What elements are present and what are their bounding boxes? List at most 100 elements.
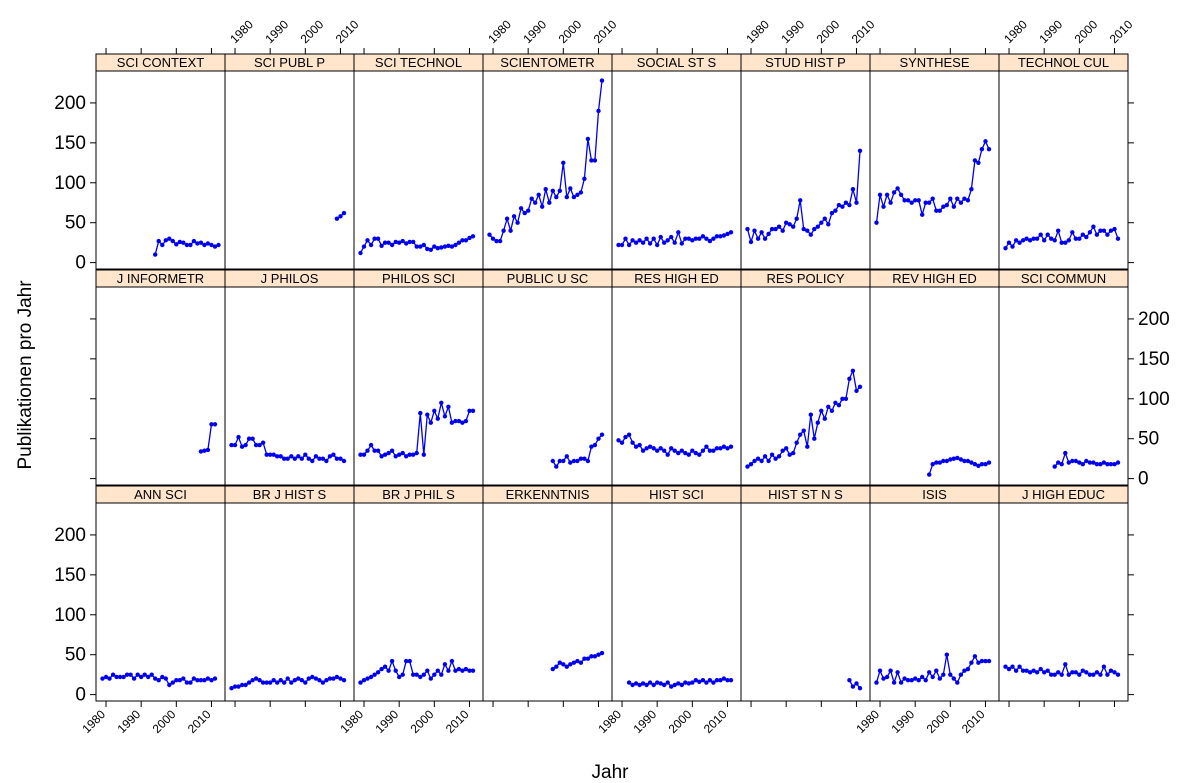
data-point [955,455,960,461]
panel-frame [95,502,226,702]
y-tick-label: 150 [1138,349,1170,370]
x-tick-label: 1990 [631,707,660,736]
data-point [762,236,768,241]
y-tick-label: 200 [1138,309,1170,330]
data-point [397,674,402,680]
data-point [177,239,182,245]
y-tick-label: 0 [75,253,86,274]
data-point [644,682,649,688]
data-point [365,238,370,243]
panel-frame [740,70,871,270]
data-point [1017,240,1022,245]
data-point [163,676,168,681]
data-point [1098,672,1103,677]
data-point [658,234,663,240]
data-point [393,454,398,459]
data-point [704,680,709,685]
panel: SOCIAL ST S [611,53,742,270]
data-point [976,660,981,665]
data-point [365,448,370,453]
data-point [801,428,806,433]
data-point [578,190,584,195]
data-point [986,460,992,465]
data-point [306,676,311,681]
data-point [557,458,562,464]
data-point [198,449,204,454]
data-point [1087,460,1093,465]
data-point [460,420,465,425]
data-point [114,674,119,680]
data-point [449,244,455,249]
panel: SCI PUBL P [224,53,355,270]
data-point [812,436,817,441]
data-point [397,240,402,245]
panel-title: BR J HIST S [253,487,327,502]
data-point [637,682,642,688]
data-point [278,454,283,459]
data-point [700,234,706,239]
panel: SCIENTOMETR [482,53,613,270]
data-point [808,412,813,417]
data-point [107,676,112,681]
data-point [934,668,939,673]
data-point [700,678,706,683]
data-point [1070,230,1075,235]
data-point [289,680,294,685]
data-point [191,238,197,244]
data-point [683,450,688,456]
data-point [881,204,886,209]
data-point [927,200,932,205]
data-point [442,414,448,419]
data-point [467,408,472,413]
data-point [432,408,437,413]
data-point [421,242,426,248]
data-point [891,680,897,685]
data-point [913,676,918,681]
data-point [487,232,492,237]
data-point [331,676,336,681]
data-point [1084,234,1089,240]
data-point [686,236,691,241]
panel-frame [740,286,871,486]
data-point [655,448,660,453]
data-point [153,252,158,257]
data-point [965,458,971,464]
data-point [460,238,465,243]
data-point [599,78,605,83]
data-point [787,222,792,227]
data-point [358,452,363,457]
data-point [690,238,695,243]
panel-title: SCI PUBL P [254,55,325,70]
y-tick-label: 0 [75,685,86,706]
x-tick-label: 1980 [337,707,366,736]
data-point [655,242,660,248]
data-point [854,681,859,686]
data-point [341,678,347,683]
data-point [239,444,245,449]
data-point [400,238,405,244]
data-point [547,200,552,205]
data-point [421,452,426,457]
data-point [232,684,238,689]
data-point [986,658,992,664]
data-point [561,662,566,667]
data-point [327,454,333,459]
panel-frame [353,286,484,486]
panel: BR J HIST S [224,485,355,702]
data-point [561,458,566,464]
data-point [798,432,803,437]
data-point [972,158,978,163]
data-point [651,236,656,241]
panel: ANN SCI [95,485,226,702]
data-point [285,456,290,461]
data-point [630,682,635,688]
data-point [299,678,304,683]
panel-title: ANN SCI [134,487,187,502]
data-point [317,456,322,461]
panel-frame [869,286,1000,486]
data-point [874,680,879,685]
panel-title: BR J PHIL S [382,487,455,502]
data-point [264,680,269,685]
data-point [1063,240,1068,245]
x-tick-label: 2000 [666,707,695,736]
